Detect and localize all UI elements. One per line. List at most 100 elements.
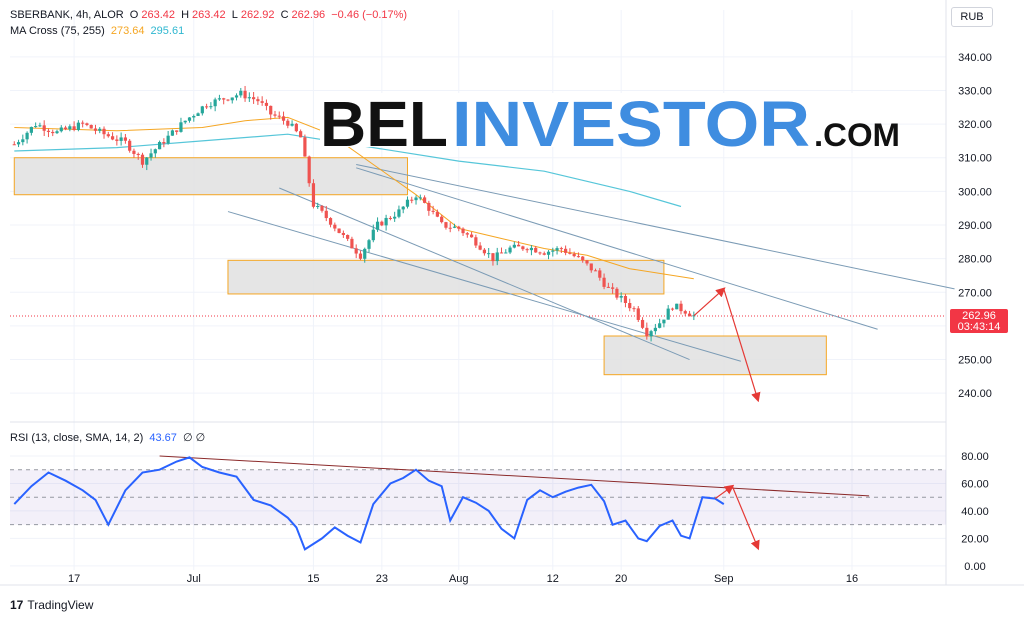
candle-body xyxy=(367,240,371,249)
candle-body xyxy=(589,263,593,271)
candle-body xyxy=(525,249,529,251)
low-value: 262.92 xyxy=(240,9,275,21)
candle-body xyxy=(34,126,38,128)
candle-body xyxy=(333,224,337,229)
trendlines xyxy=(227,163,955,362)
trendline xyxy=(279,187,690,361)
candle-body xyxy=(145,157,149,165)
candle-body xyxy=(495,252,499,262)
trendline xyxy=(356,163,955,290)
candle-body xyxy=(465,233,469,235)
candle-body xyxy=(187,117,192,121)
candle-body xyxy=(21,139,25,143)
arrow-up xyxy=(693,287,726,317)
candle-body xyxy=(649,331,653,337)
candle-body xyxy=(564,248,568,253)
rsi-tick-label: 0.00 xyxy=(964,561,985,573)
candle-body xyxy=(517,244,521,247)
close-value: 262.96 xyxy=(291,9,326,21)
candle-body xyxy=(294,123,298,132)
candle-body xyxy=(98,128,102,131)
candle-body xyxy=(192,115,196,118)
candle-body xyxy=(469,234,474,238)
time-tick-label: 15 xyxy=(307,573,319,585)
candle-body xyxy=(444,222,448,228)
tradingview-footer[interactable]: 17 TradingView xyxy=(10,598,93,612)
rsi-line xyxy=(13,456,725,551)
candle-body xyxy=(102,128,106,135)
candle-body xyxy=(534,247,538,253)
candle-body xyxy=(640,319,645,328)
candle-body xyxy=(68,126,72,130)
price-tick-label: 250.00 xyxy=(958,355,992,367)
time-tick-label: 16 xyxy=(846,573,858,585)
candle-body xyxy=(418,197,422,199)
candle-body xyxy=(12,144,16,146)
candle-body xyxy=(226,99,230,101)
candle-body xyxy=(16,142,21,145)
price-tag: 262.96 03:43:14 xyxy=(950,309,1008,333)
candle-body xyxy=(316,206,320,208)
candle-body xyxy=(106,134,110,137)
axes: 340.00 330.00 320.00 310.00 300.00 290.00 280.… xyxy=(68,52,992,585)
candle-body xyxy=(157,142,162,150)
candle-body xyxy=(59,127,63,132)
symbol-label[interactable]: SBERBANK, 4h, ALOR xyxy=(10,9,124,21)
rsi-label[interactable]: RSI (13, close, SMA, 14, 2) xyxy=(10,432,144,444)
ma-label[interactable]: MA Cross (75, 255) xyxy=(10,25,105,37)
rsi-header: RSI (13, close, SMA, 14, 2) 43.67 ∅ ∅ xyxy=(10,431,208,444)
ma-fast-value: 273.64 xyxy=(110,25,145,37)
candle-body xyxy=(636,308,640,320)
candle-body xyxy=(504,252,508,254)
time-tick-label: 12 xyxy=(547,573,559,585)
candle-body xyxy=(183,120,187,123)
symbol-header: SBERBANK, 4h, ALOR O 263.42 H 263.42 L 262.… xyxy=(10,9,410,21)
candle-body xyxy=(405,199,410,207)
candle-body xyxy=(581,256,585,261)
candle-body xyxy=(384,217,388,226)
candle-body xyxy=(615,288,619,298)
candle-body xyxy=(598,270,602,278)
tradingview-brand: TradingView xyxy=(27,598,94,612)
candle-body xyxy=(555,248,559,251)
candle-body xyxy=(482,249,487,254)
candle-body xyxy=(324,210,328,219)
rsi-value: 43.67 xyxy=(149,432,177,444)
candle-body xyxy=(277,115,281,117)
price-tick-label: 310.00 xyxy=(958,153,992,165)
candlesticks xyxy=(12,85,696,342)
candle-body xyxy=(140,154,145,165)
price-tick-label: 270.00 xyxy=(958,287,992,299)
candle-body xyxy=(559,248,563,250)
candle-body xyxy=(474,237,478,246)
candle-body xyxy=(546,251,551,255)
candle-body xyxy=(311,183,316,207)
candle-body xyxy=(653,327,657,332)
candle-body xyxy=(393,216,397,219)
candle-body xyxy=(350,238,354,249)
candle-body xyxy=(303,137,307,157)
candle-body xyxy=(346,234,350,239)
rsi-tick-label: 60.00 xyxy=(961,478,989,490)
low-label: L xyxy=(231,9,238,21)
candle-body xyxy=(675,303,679,310)
candle-body xyxy=(692,315,696,317)
candle-body xyxy=(269,105,273,115)
candle-body xyxy=(76,122,80,131)
rsi-pane xyxy=(10,455,946,551)
candle-body xyxy=(119,137,123,141)
candle-body xyxy=(551,250,555,252)
candle-body xyxy=(461,228,465,234)
currency-button[interactable]: RUB xyxy=(951,7,993,27)
candle-body xyxy=(448,227,452,229)
price-zone xyxy=(603,335,827,376)
candle-body xyxy=(115,139,119,141)
candle-body xyxy=(410,199,414,201)
candle-body xyxy=(380,221,384,226)
candle-body xyxy=(320,206,324,211)
time-tick-label: 17 xyxy=(68,573,80,585)
candle-body xyxy=(213,99,217,107)
price-zone xyxy=(13,157,408,196)
candle-body xyxy=(397,209,401,217)
